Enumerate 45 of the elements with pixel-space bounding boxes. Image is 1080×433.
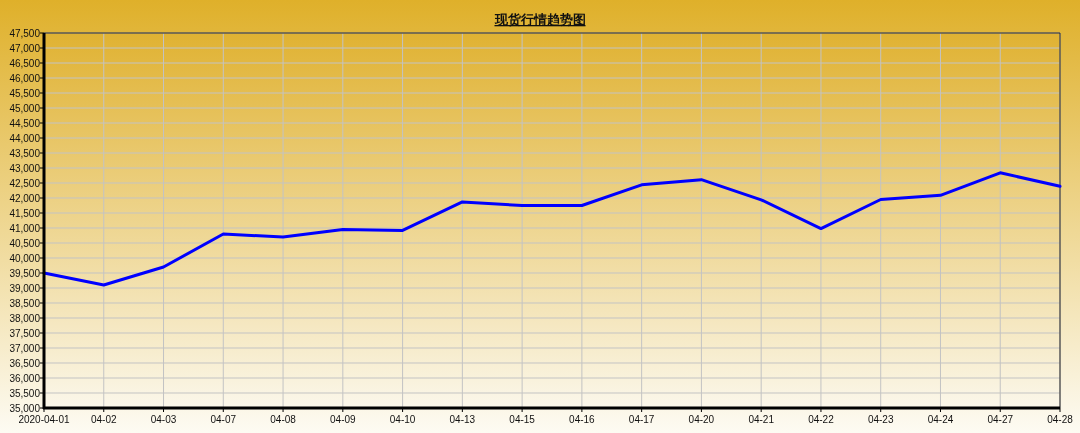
y-tick-label: 40,500 <box>9 237 41 249</box>
x-tick-label: 04-02 <box>90 414 117 425</box>
y-tick-label: 45,500 <box>9 87 41 99</box>
x-tick-label: 04-13 <box>449 414 476 425</box>
x-tick-label: 04-09 <box>330 414 357 425</box>
x-tick-label: 04-07 <box>210 414 237 425</box>
x-tick-label: 04-22 <box>808 414 835 425</box>
x-tick-label: 04-20 <box>688 414 715 425</box>
x-tick-label: 04-21 <box>748 414 775 425</box>
y-tick-label: 42,000 <box>9 192 41 204</box>
x-tick-label: 04-24 <box>927 414 954 425</box>
y-tick-label: 43,000 <box>9 162 41 174</box>
y-tick-label: 41,000 <box>9 222 41 234</box>
y-tick-label: 39,500 <box>9 267 41 279</box>
y-tick-label: 47,500 <box>9 27 41 39</box>
y-tick-label: 44,000 <box>9 132 41 144</box>
y-tick-label: 37,500 <box>9 327 41 339</box>
x-tick-label: 04-15 <box>509 414 536 425</box>
x-tick-label: 04-03 <box>150 414 177 425</box>
x-tick-label: 04-23 <box>867 414 894 425</box>
y-tick-label: 39,000 <box>9 282 41 294</box>
y-tick-label: 45,000 <box>9 102 41 114</box>
x-tick-label: 04-17 <box>628 414 655 425</box>
chart-title: 现货行情趋势图 <box>493 12 586 27</box>
y-tick-label: 42,500 <box>9 177 41 189</box>
y-tick-label: 44,500 <box>9 117 41 129</box>
y-tick-label: 38,500 <box>9 297 41 309</box>
y-tick-label: 43,500 <box>9 147 41 159</box>
x-tick-label: 04-27 <box>987 414 1014 425</box>
y-tick-label: 40,000 <box>9 252 41 264</box>
x-tick-label: 04-08 <box>270 414 297 425</box>
x-tick-label: 2020-04-01 <box>18 414 71 425</box>
y-tick-label: 36,000 <box>9 372 41 384</box>
y-tick-label: 35,500 <box>9 387 41 399</box>
x-tick-label: 04-10 <box>389 414 416 425</box>
y-tick-label: 47,000 <box>9 42 41 54</box>
x-tick-label: 04-28 <box>1047 414 1074 425</box>
y-tick-label: 37,000 <box>9 342 41 354</box>
y-tick-label: 46,000 <box>9 72 41 84</box>
y-tick-label: 38,000 <box>9 312 41 324</box>
y-tick-label: 46,500 <box>9 57 41 69</box>
y-tick-label: 36,500 <box>9 357 41 369</box>
y-tick-label: 35,000 <box>9 402 41 414</box>
y-tick-label: 41,500 <box>9 207 41 219</box>
x-tick-label: 04-16 <box>569 414 596 425</box>
